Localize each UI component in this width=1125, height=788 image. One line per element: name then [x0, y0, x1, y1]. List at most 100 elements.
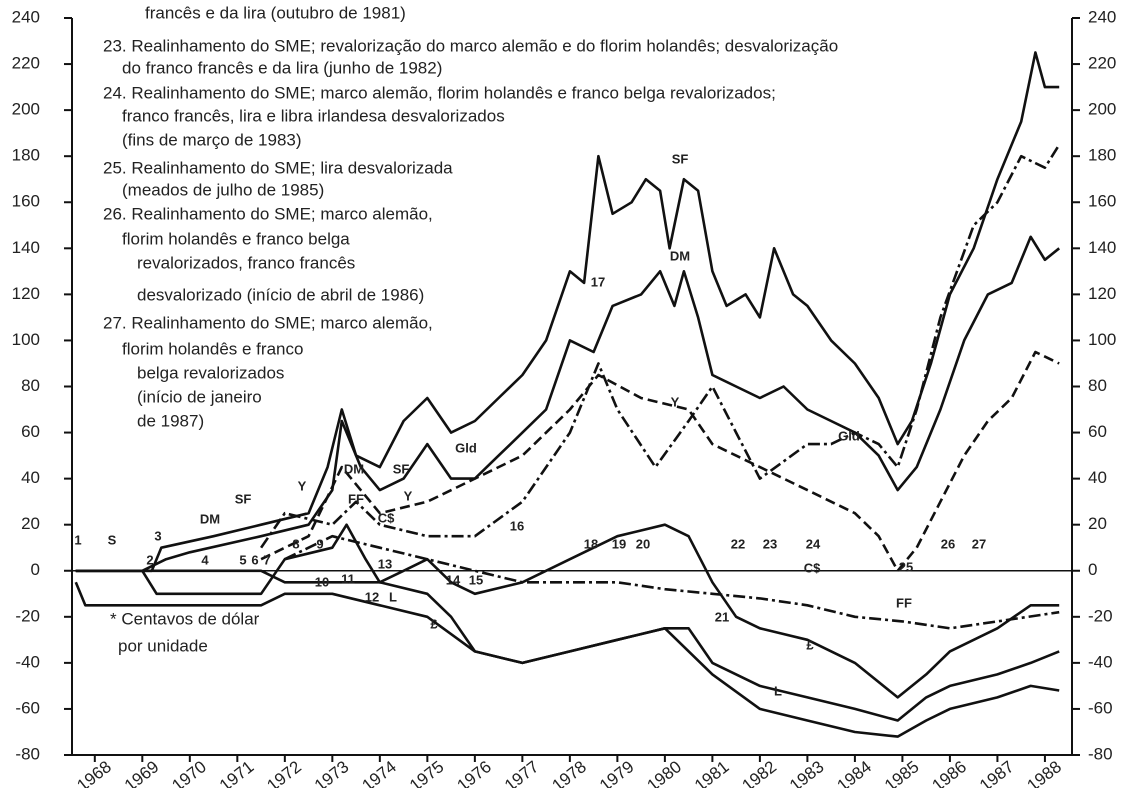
series-label: 2	[146, 552, 153, 567]
y-tick-label: 0	[31, 560, 40, 579]
note-text: florim holandês e franco belga	[122, 229, 350, 248]
y2-tick-label: -40	[1088, 652, 1113, 671]
series-label: Y	[298, 478, 307, 493]
series-label: 21	[715, 609, 729, 624]
note-text: de 1987)	[137, 411, 204, 430]
y-tick-label: 240	[12, 7, 40, 26]
note-text: 27. Realinhamento do SME; marco alemão,	[103, 313, 433, 332]
series-label: FF	[348, 491, 364, 506]
series-label: £	[430, 616, 438, 631]
series-label: Gld	[838, 428, 860, 443]
y-tick-label: 140	[12, 238, 40, 257]
y-tick-label: 200	[12, 100, 40, 119]
series-label: £	[806, 637, 814, 652]
note-text: florim holandês e franco	[122, 339, 303, 358]
series-label: 8	[292, 536, 299, 551]
note-text: do franco francês e da lira (junho de 19…	[122, 58, 442, 77]
y-tick-label: 40	[21, 468, 40, 487]
y2-tick-label: 0	[1088, 560, 1097, 579]
series-label: Gld	[455, 440, 477, 455]
note-text: revalorizados, franco francês	[137, 253, 355, 272]
note-text: 23. Realinhamento do SME; revalorização …	[103, 36, 838, 55]
series-label: L	[774, 683, 782, 698]
series-label: 17	[591, 274, 605, 289]
series-label: L	[389, 589, 397, 604]
series-label: SF	[393, 461, 410, 476]
series-label: 15	[469, 572, 483, 587]
series-label: 11	[341, 571, 355, 586]
y2-tick-label: 100	[1088, 330, 1116, 349]
y2-tick-label: 160	[1088, 192, 1116, 211]
series-label: SF	[235, 491, 252, 506]
y-tick-label: 20	[21, 514, 40, 533]
y2-tick-label: 80	[1088, 376, 1107, 395]
series-label: 14	[446, 572, 461, 587]
series-label: 27	[972, 536, 986, 551]
series-label: DM	[200, 511, 220, 526]
series-line	[260, 350, 1060, 573]
series-line	[75, 51, 1060, 573]
series-label: C$	[804, 560, 821, 575]
y2-tick-label: -80	[1088, 744, 1113, 763]
series-label: 20	[636, 536, 650, 551]
series-label: Y	[671, 394, 680, 409]
y2-tick-label: 140	[1088, 238, 1116, 257]
series-label: DM	[670, 248, 690, 263]
series-label: 6	[251, 552, 258, 567]
note-text: desvalorizado (início de abril de 1986)	[137, 285, 424, 304]
note-text: 25. Realinhamento do SME; lira desvalori…	[103, 158, 453, 177]
y-tick-label: 60	[21, 422, 40, 441]
y-tick-label: 220	[12, 54, 40, 73]
series-label: DM	[344, 461, 364, 476]
series-label: 22	[731, 536, 745, 551]
note-text: belga revalorizados	[137, 363, 284, 382]
series-label: S	[108, 532, 117, 547]
y-tick-label: 120	[12, 284, 40, 303]
footnote: por unidade	[118, 636, 208, 655]
y-tick-label: -80	[15, 744, 40, 763]
y2-tick-label: 40	[1088, 468, 1107, 487]
series-label: 4	[201, 552, 209, 567]
series-line	[75, 523, 1060, 699]
note-text: francês e da lira (outubro de 1981)	[145, 3, 406, 22]
series-label: 16	[510, 518, 524, 533]
series-label: C$	[378, 510, 395, 525]
series-label: 23	[763, 536, 777, 551]
series-label: Y	[404, 488, 413, 503]
series-label: 13	[378, 556, 392, 571]
note-text: (início de janeiro	[137, 387, 262, 406]
series-label: 18	[584, 536, 598, 551]
series-label: 10	[315, 574, 329, 589]
y2-tick-label: 180	[1088, 146, 1116, 165]
series-label: 26	[941, 536, 955, 551]
y-tick-label: 100	[12, 330, 40, 349]
note-text: 24. Realinhamento do SME; marco alemão, …	[103, 83, 776, 102]
y-tick-label: -20	[15, 606, 40, 625]
note-text: (meados de julho de 1985)	[122, 180, 324, 199]
series-label: 5	[239, 552, 246, 567]
y-tick-label: -40	[15, 652, 40, 671]
y-tick-label: 160	[12, 192, 40, 211]
y-tick-label: 80	[21, 376, 40, 395]
series-line	[75, 235, 1061, 573]
series-label: 12	[365, 589, 379, 604]
series-line	[260, 144, 1061, 549]
y2-tick-label: 240	[1088, 7, 1116, 26]
y2-tick-label: 60	[1088, 422, 1107, 441]
note-text: (fins de março de 1983)	[122, 130, 302, 149]
series-label: SF	[672, 151, 689, 166]
series-label: 7	[263, 552, 270, 567]
series-label: 24	[806, 536, 821, 551]
y-tick-label: -60	[15, 698, 40, 717]
y2-tick-label: -20	[1088, 606, 1113, 625]
series-label: 19	[612, 536, 626, 551]
y2-tick-label: 20	[1088, 514, 1107, 533]
series-line	[75, 569, 1060, 738]
series-label: 25	[899, 559, 913, 574]
y2-tick-label: 200	[1088, 100, 1116, 119]
note-text: 26. Realinhamento do SME; marco alemão,	[103, 204, 433, 223]
y2-tick-label: 220	[1088, 54, 1116, 73]
series-label: FF	[896, 595, 912, 610]
y2-tick-label: -60	[1088, 698, 1113, 717]
